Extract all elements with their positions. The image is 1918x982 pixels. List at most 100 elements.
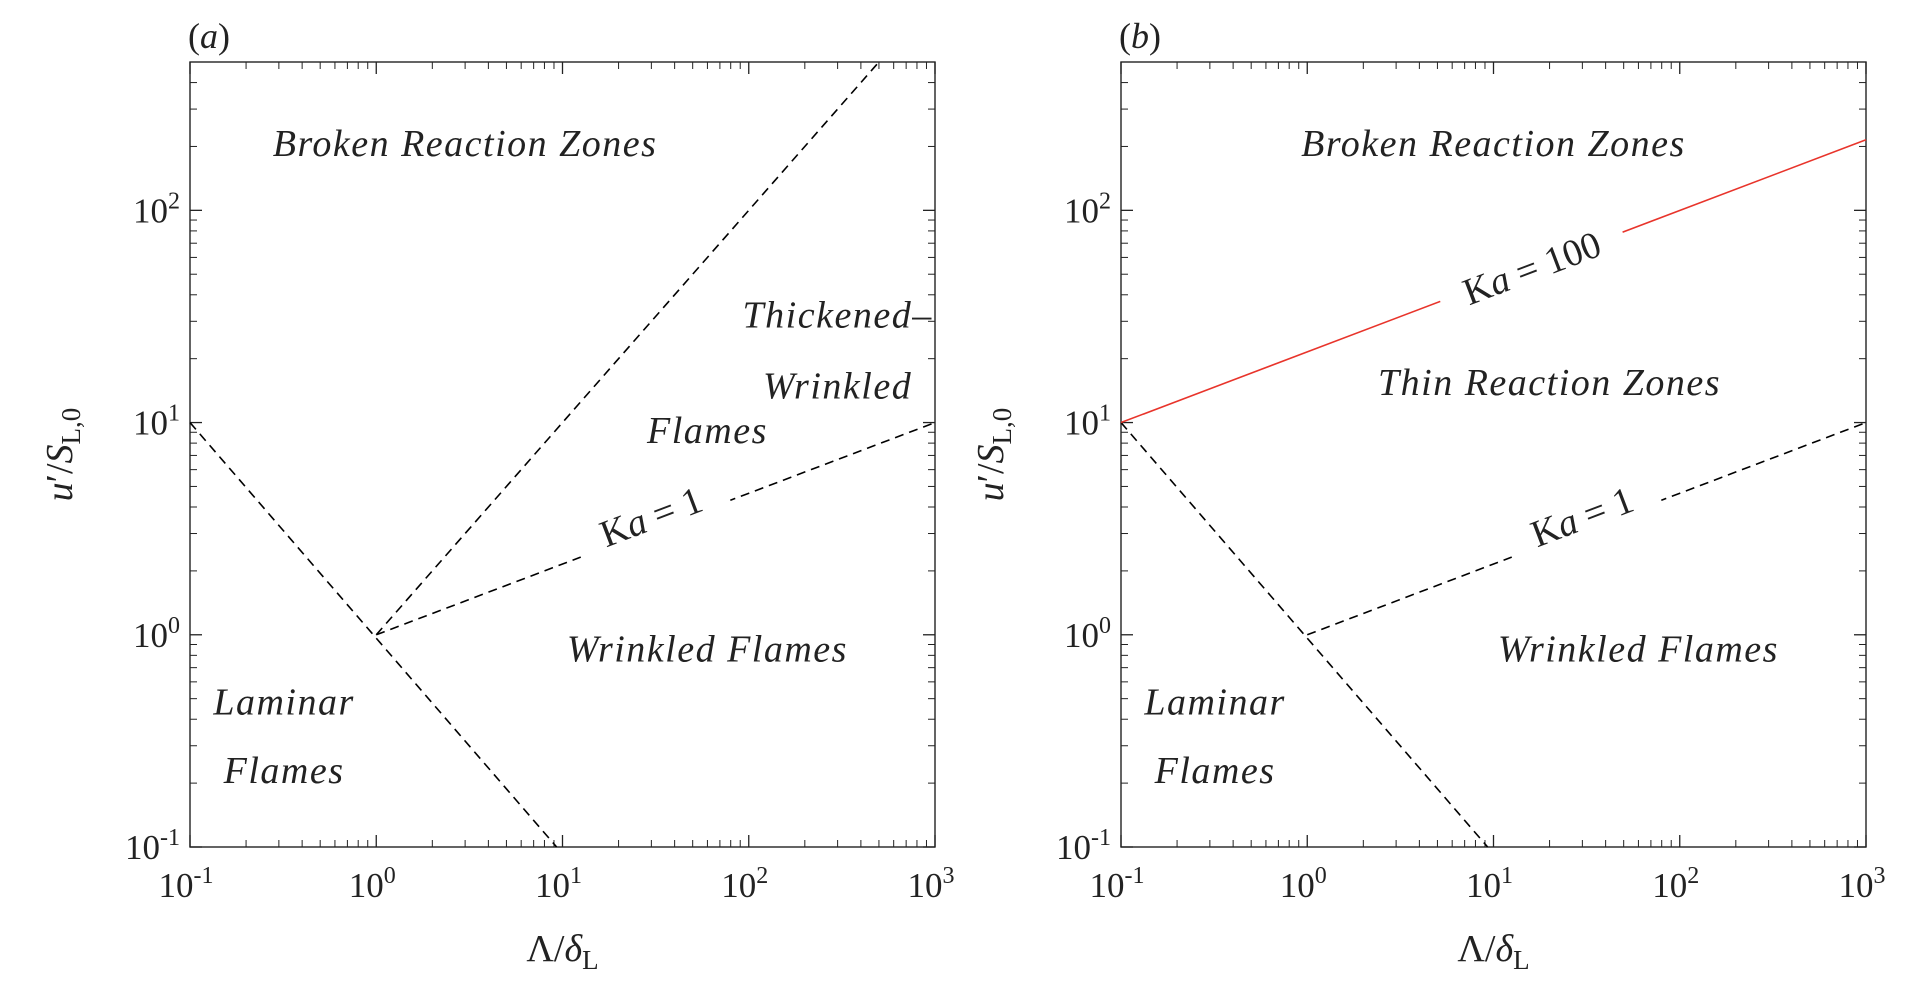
panel-label: (a) <box>188 16 230 56</box>
x-tick-base: 10 <box>159 866 194 905</box>
plot-frame <box>1120 61 1867 848</box>
panel-letter: b <box>1131 16 1149 56</box>
x-tick-exponent: -1 <box>1125 863 1145 889</box>
x-tick-base: 10 <box>1090 866 1125 905</box>
region-label: Flames <box>223 750 345 792</box>
x-label-lambda: Λ/ <box>1457 928 1496 970</box>
x-tick-exponent: 3 <box>943 863 955 889</box>
y-tick-exponent: 2 <box>1099 188 1111 214</box>
line-label-group: Ka = 1 <box>1501 472 1665 567</box>
y-tick-label: 100 <box>1064 613 1111 655</box>
x-tick-exponent: 1 <box>570 863 582 889</box>
panel-paren-open: ( <box>188 16 200 56</box>
x-tick-base: 10 <box>908 866 943 905</box>
panel-paren-close: ) <box>218 16 230 56</box>
y-label-S: S <box>39 444 81 463</box>
y-tick-base: 10 <box>1064 191 1099 230</box>
plot-frame <box>189 61 936 848</box>
y-label-prime: ′/ <box>39 463 81 482</box>
x-tick-label: 102 <box>721 863 768 905</box>
x-tick-base: 10 <box>1466 866 1501 905</box>
x-tick-exponent: -1 <box>194 863 214 889</box>
y-tick-base: 10 <box>133 404 168 443</box>
region-label: Laminar <box>1143 682 1285 724</box>
line-label-knockout <box>1434 217 1632 324</box>
y-tick-label: 10-1 <box>125 825 180 867</box>
y-label-sub: L,0 <box>987 408 1017 445</box>
y-label-prime: ′/ <box>970 463 1012 482</box>
x-tick-label: 101 <box>535 863 582 905</box>
y-tick-exponent: 0 <box>1099 613 1111 639</box>
line-label-knockout <box>570 472 734 567</box>
x-tick-exponent: 0 <box>1315 863 1327 889</box>
y-tick-base: 10 <box>133 191 168 230</box>
x-tick-base: 10 <box>1652 866 1687 905</box>
x-axis-label: Λ/δL <box>526 928 598 975</box>
x-label-delta: δ <box>564 928 583 970</box>
y-tick-exponent: -1 <box>1091 825 1111 851</box>
x-tick-exponent: 3 <box>1874 863 1886 889</box>
x-tick-base: 10 <box>1280 866 1315 905</box>
panel-label: (b) <box>1119 16 1161 56</box>
x-tick-label: 101 <box>1466 863 1513 905</box>
chart-panel-b: 10-1 100 101 102 10310-1100101102Λ/δLu′/SL,0… <box>970 16 1886 975</box>
y-tick-label: 10-1 <box>1056 825 1111 867</box>
line-label-group: Ka = 1 <box>570 472 734 567</box>
panel-letter: a <box>200 16 218 56</box>
x-tick-base: 10 <box>1839 866 1874 905</box>
y-label-u: u <box>39 482 81 501</box>
x-tick-exponent: 2 <box>756 863 768 889</box>
y-axis-label: u′/SL,0 <box>970 408 1017 502</box>
boundary-line-1 <box>1306 421 1867 636</box>
boundary-line-0 <box>1120 422 1489 848</box>
x-label-sub: L <box>1513 945 1530 975</box>
boundary-line-0 <box>189 422 558 848</box>
region-label: Wrinkled Flames <box>1498 628 1779 670</box>
y-tick-label: 100 <box>133 613 180 655</box>
boundary-line-1 <box>375 61 880 636</box>
y-tick-label: 101 <box>133 401 180 443</box>
y-label-u: u <box>970 482 1012 501</box>
panel-paren-open: ( <box>1119 16 1131 56</box>
x-tick-label: 10-1 <box>159 863 214 905</box>
region-label: Broken Reaction Zones <box>1301 123 1686 165</box>
y-tick-base: 10 <box>133 616 168 655</box>
y-tick-label: 102 <box>1064 188 1111 230</box>
x-tick-label: 103 <box>908 863 955 905</box>
region-label: Flames <box>1154 750 1276 792</box>
x-tick-base: 10 <box>721 866 756 905</box>
y-tick-exponent: 0 <box>168 613 180 639</box>
region-label: Broken Reaction Zones <box>273 123 658 165</box>
y-tick-base: 10 <box>125 828 160 867</box>
x-tick-base: 10 <box>535 866 570 905</box>
ka-value: = 100 <box>1501 224 1607 298</box>
y-tick-label: 102 <box>133 188 180 230</box>
y-tick-base: 10 <box>1064 404 1099 443</box>
y-tick-exponent: 1 <box>168 401 180 427</box>
boundary-line-2 <box>375 421 936 636</box>
y-label-S: S <box>970 444 1012 463</box>
y-axis-label: u′/SL,0 <box>39 408 86 502</box>
line-label-group: Ka = 100 <box>1434 217 1632 324</box>
chart-panel-a: 10-1 100 101 102 10310-1100101102Λ/δLu′/SL,0… <box>39 16 955 975</box>
x-tick-label: 103 <box>1839 863 1886 905</box>
y-tick-exponent: 1 <box>1099 401 1111 427</box>
panel-paren-close: ) <box>1149 16 1161 56</box>
x-tick-exponent: 0 <box>384 863 396 889</box>
y-label-sub: L,0 <box>56 408 86 445</box>
x-label-delta: δ <box>1495 928 1514 970</box>
y-tick-base: 10 <box>1064 616 1099 655</box>
x-axis-label: Λ/δL <box>1457 928 1529 975</box>
region-label: Flames <box>646 410 768 452</box>
x-tick-label: 100 <box>349 863 396 905</box>
x-label-sub: L <box>582 945 599 975</box>
region-label: Thin Reaction Zones <box>1378 362 1721 404</box>
x-tick-label: 100 <box>1280 863 1327 905</box>
y-tick-exponent: 2 <box>168 188 180 214</box>
region-label: Wrinkled Flames <box>567 628 848 670</box>
x-tick-base: 10 <box>349 866 384 905</box>
ka-line-label: Ka = 100 <box>1457 224 1606 314</box>
x-tick-exponent: 1 <box>1501 863 1513 889</box>
line-label-knockout <box>1501 472 1665 567</box>
